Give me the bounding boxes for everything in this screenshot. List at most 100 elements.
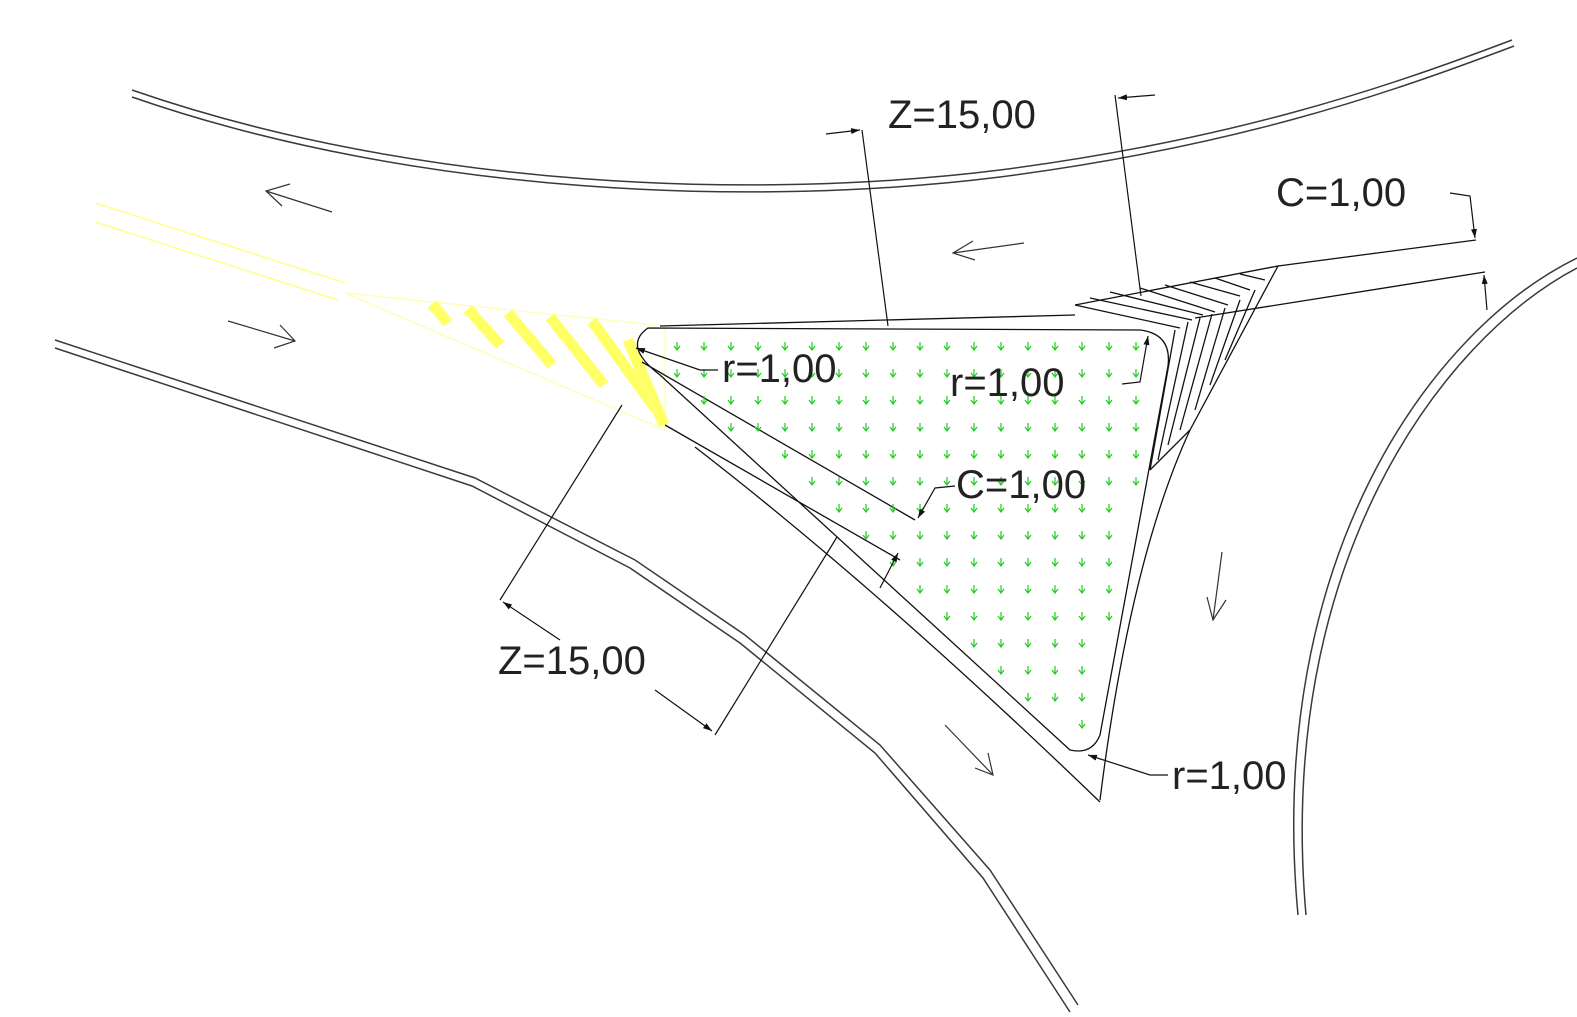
grass-symbol: [916, 477, 924, 486]
grass-symbol: [1024, 369, 1032, 378]
grass-symbol: [997, 342, 1005, 351]
grass-symbol: [1105, 531, 1113, 540]
grass-symbol: [754, 369, 762, 378]
grass-symbol: [997, 423, 1005, 432]
grass-symbol: [1024, 450, 1032, 459]
yellow-hatching: [427, 300, 670, 428]
grass-symbol: [700, 342, 708, 351]
grass-symbol: [1051, 666, 1059, 675]
grass-symbol: [862, 396, 870, 405]
grass-symbol: [1051, 585, 1059, 594]
grass-symbol: [1051, 423, 1059, 432]
grass-symbol: [862, 504, 870, 513]
grass-symbol: [1132, 450, 1140, 459]
grass-symbol: [997, 396, 1005, 405]
grass-symbol: [862, 450, 870, 459]
grass-symbol: [970, 612, 978, 621]
grass-symbol: [781, 342, 789, 351]
grass-symbol: [970, 423, 978, 432]
grass-symbol: [1078, 558, 1086, 567]
grass-symbol: [1078, 450, 1086, 459]
grass-symbol: [1132, 477, 1140, 486]
grass-symbol: [862, 342, 870, 351]
grass-symbol: [889, 450, 897, 459]
grass-symbol: [835, 423, 843, 432]
grass-symbol: [1078, 531, 1086, 540]
grass-symbol: [943, 585, 951, 594]
grass-symbol: [754, 423, 762, 432]
grass-symbol: [916, 531, 924, 540]
direction-arrow-west-upper: [264, 183, 333, 213]
grass-symbol: [1078, 639, 1086, 648]
z-bottom-label: Z=15,00: [498, 639, 646, 683]
grass-symbol: [1078, 369, 1086, 378]
grass-symbol: [1105, 612, 1113, 621]
grass-symbol: [1051, 342, 1059, 351]
grass-symbol: [889, 342, 897, 351]
grass-symbol: [943, 423, 951, 432]
grass-symbol: [1024, 477, 1032, 486]
dimension-z-bottom: Z=15,00: [498, 404, 838, 736]
grass-symbol: [1051, 477, 1059, 486]
grass-symbol: [835, 342, 843, 351]
grass-symbol: [916, 450, 924, 459]
grass-symbol: [1105, 477, 1113, 486]
traffic-island: [636, 327, 1170, 752]
grass-symbol: [970, 585, 978, 594]
grass-symbol: [889, 477, 897, 486]
grass-symbol: [781, 396, 789, 405]
grass-symbol: [889, 369, 897, 378]
grass-symbol: [1078, 666, 1086, 675]
grass-symbol: [1078, 693, 1086, 702]
grass-symbol: [835, 504, 843, 513]
grass-symbol: [835, 450, 843, 459]
grass-symbol: [943, 477, 951, 486]
grass-symbol: [997, 450, 1005, 459]
radius-callouts: r=1,00 r=1,00 r=1,00: [635, 335, 1287, 798]
grass-symbol: [997, 369, 1005, 378]
grass-symbol: [1078, 720, 1086, 729]
grass-symbol: [1078, 396, 1086, 405]
grass-symbol: [1105, 342, 1113, 351]
upper-road-edge: [131, 39, 1515, 193]
grass-symbol: [943, 342, 951, 351]
grass-symbol: [781, 423, 789, 432]
grass-symbol: [1024, 585, 1032, 594]
grass-symbol: [1105, 558, 1113, 567]
grass-symbol: [1105, 504, 1113, 513]
grass-symbol: [1105, 450, 1113, 459]
grass-symbol: [1105, 396, 1113, 405]
r-left-label: r=1,00: [722, 347, 837, 391]
grass-symbol: [1051, 450, 1059, 459]
grass-symbol: [1024, 423, 1032, 432]
grass-symbol: [1132, 369, 1140, 378]
grass-symbol: [1024, 342, 1032, 351]
grass-symbol: [970, 531, 978, 540]
grass-symbol: [916, 585, 924, 594]
grass-symbol: [1024, 531, 1032, 540]
r-bottom-label: r=1,00: [1172, 754, 1287, 798]
grass-symbol: [943, 396, 951, 405]
grass-symbol: [754, 396, 762, 405]
grass-symbol: [997, 585, 1005, 594]
grass-symbol: [1078, 585, 1086, 594]
grass-symbol: [781, 450, 789, 459]
grass-symbol: [970, 369, 978, 378]
grass-symbol: [1051, 504, 1059, 513]
z-top-label: Z=15,00: [888, 93, 1036, 137]
grass-symbol: [808, 342, 816, 351]
grass-symbols: [673, 342, 1140, 729]
grass-symbol: [1051, 396, 1059, 405]
grass-symbol: [1024, 666, 1032, 675]
grass-symbol: [943, 531, 951, 540]
grass-symbol: [943, 450, 951, 459]
direction-arrow-south: [1206, 551, 1227, 622]
grass-symbol: [943, 612, 951, 621]
grass-symbol: [970, 450, 978, 459]
dimension-c-top: C=1,00: [1276, 171, 1488, 311]
direction-arrow-east: [227, 320, 297, 349]
grass-symbol: [1051, 558, 1059, 567]
grass-symbol: [1051, 639, 1059, 648]
grass-symbol: [862, 423, 870, 432]
grass-symbol: [673, 369, 681, 378]
